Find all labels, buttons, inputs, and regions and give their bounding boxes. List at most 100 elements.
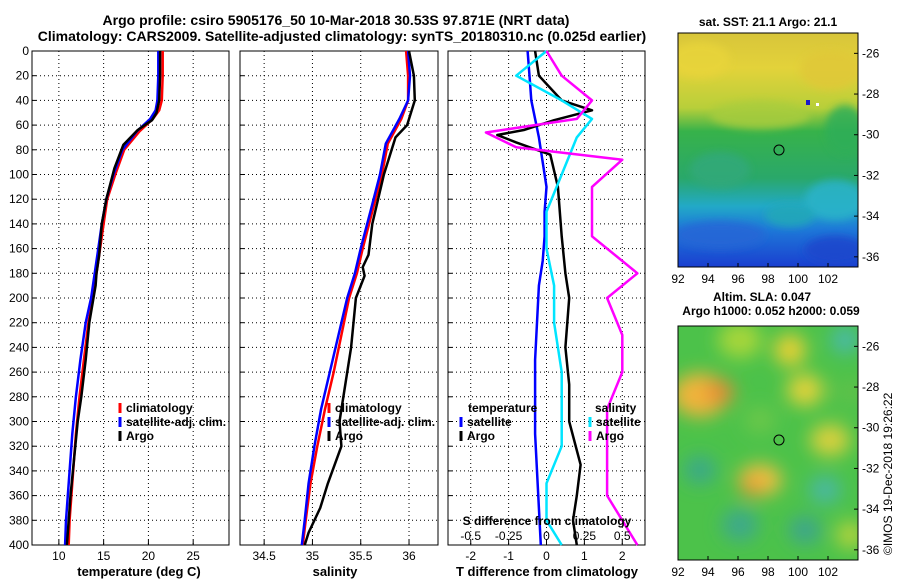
temperature-ytick-label: 180 [9,266,29,280]
temperature-legend-argo: Argo [126,429,154,443]
difference-legend-right-satellite: satellite [596,415,641,429]
difference-legend-left-argo: Argo [467,429,495,443]
sst-map-ytick-label: -28 [862,87,880,101]
temperature-ytick-label: 340 [9,464,29,478]
sst-map-xtick-label: 102 [818,272,838,286]
temperature-xlabel: temperature (deg C) [77,564,201,579]
temperature-ytick-label: 280 [9,390,29,404]
salinity-xtick-label: 34.5 [252,549,276,563]
temperature-ytick-label: 300 [9,415,29,429]
sla-map-xtick-label: 102 [818,565,838,579]
salinity-xlabel: salinity [313,564,359,579]
temperature-ytick-label: 60 [16,118,30,132]
difference-xtick2-label: -0.25 [495,529,523,543]
temperature-ytick-label: 140 [9,217,29,231]
sla-map-ytick-label: -30 [862,421,880,435]
temperature-ytick-label: 80 [16,143,30,157]
sst-map-ytick-label: -26 [862,46,880,60]
temperature-panel: 10 15 20 25 0 20 40 60 80 100 120 140 160 180 200 220 24… [9,44,230,579]
sla-map-ytick-label: -36 [862,543,880,557]
difference-series-salinity-satellite [514,50,594,546]
salinity-legend: climatology satellite-adj. clim. Argo [327,401,435,443]
difference-xtick-label: 0 [543,549,550,563]
temperature-ytick-label: 360 [9,489,29,503]
difference-legend-temperature-title: temperature [468,401,538,415]
sst-map-title: sat. SST: 21.1 Argo: 21.1 [699,15,838,29]
sla-map-ytick-label: -34 [862,502,880,516]
sst-map-xtick-label: 100 [788,272,808,286]
temperature-ytick-label: 200 [9,291,29,305]
temperature-xtick-label: 25 [187,549,201,563]
temperature-ytick-label: 40 [16,93,30,107]
difference-xtick2-label: 0.25 [573,529,597,543]
sla-map-title: Altim. SLA: 0.047 [713,290,811,304]
difference-legend: temperature salinity satellite Argo sate… [459,401,641,443]
temperature-ytick-label: 400 [9,538,29,552]
salinity-xtick-label: 36 [402,549,416,563]
sla-map-xtick-label: 94 [701,565,715,579]
temperature-ytick-label: 120 [9,192,29,206]
temperature-legend-satellite: satellite-adj. clim. [126,415,226,429]
difference-series-temperature-satellite [526,50,548,546]
difference-xtick-label: 2 [619,549,626,563]
salinity-legend-climatology: climatology [335,401,402,415]
credit-text: ©IMOS 19-Dec-2018 19:26:22 [881,392,895,555]
sst-argo-marker [773,144,785,156]
salinity-xtick-label: 35.5 [349,549,373,563]
difference-xtick-label: -2 [465,549,476,563]
difference-legend-salinity-title: salinity [595,401,637,415]
sst-map-ytick-label: -32 [862,168,880,182]
difference-series-salinity-argo [484,50,639,546]
sst-map-ytick-label: -30 [862,128,880,142]
salinity-series-argo [303,50,417,546]
sst-map-xtick-label: 92 [671,272,685,286]
sla-map-ytick-label: -26 [862,339,880,353]
sst-map-xtick-label: 96 [731,272,745,286]
sla-map-ytick-label: -32 [862,461,880,475]
salinity-legend-argo: Argo [335,429,363,443]
difference-legend-left-satellite: satellite [467,415,512,429]
difference-xtick-label: -1 [503,549,514,563]
difference-plot-area [447,50,646,546]
figure-title-line1: Argo profile: csiro 5905176_50 10-Mar-20… [103,12,570,28]
temperature-plot-area [31,50,230,546]
temperature-ytick-label: 220 [9,316,29,330]
salinity-legend-satellite: satellite-adj. clim. [335,415,435,429]
sla-map-xtick-label: 96 [731,565,745,579]
sla-map-xtick-label: 92 [671,565,685,579]
difference-xtick-label: 1 [581,549,588,563]
difference-series-temperature-argo [496,50,594,546]
difference-xlabel: T difference from climatology [456,564,639,579]
temperature-ytick-label: 0 [22,44,29,58]
temperature-ytick-label: 240 [9,340,29,354]
sla-map-subtitle: Argo h1000: 0.052 h2000: 0.059 [682,304,860,318]
temperature-ytick-label: 320 [9,439,29,453]
temperature-legend: climatology satellite-adj. clim. Argo [118,401,226,443]
temperature-ytick-label: 100 [9,168,29,182]
difference-xtick2-label: -0.5 [460,529,481,543]
figure-title-line2: Climatology: CARS2009. Satellite-adjuste… [38,28,646,44]
sst-map-ytick-label: -36 [862,250,880,264]
difference-xlabel2: S difference from climatology [463,514,632,528]
temperature-legend-climatology: climatology [126,401,193,415]
salinity-panel: 34.5 35 35.5 36 climatology satellite-adj. … [239,50,439,579]
sst-map-ytick-label: -34 [862,209,880,223]
temperature-series-argo [65,51,162,546]
difference-legend-right-argo: Argo [596,429,624,443]
sla-map-xtick-label: 100 [788,565,808,579]
sla-map-ytick-label: -28 [862,380,880,394]
temperature-series-satellite-adj-clim- [63,51,160,546]
salinity-xtick-label: 35 [306,549,320,563]
difference-xtick2-label: 0.5 [614,529,631,543]
difference-panel: -2 -1 0 1 2 -0.5 -0.25 0 0.25 0.5 temperature sal… [447,50,646,579]
temperature-xtick-label: 15 [97,549,111,563]
sla-map-xtick-label: 98 [761,565,775,579]
temperature-ytick-label: 20 [16,69,30,83]
sst-map-xtick-label: 98 [761,272,775,286]
sla-argo-marker [773,434,785,446]
sst-map-panel: sat. SST: 21.1 Argo: 21.1 92 94 96 98 100 102… [671,15,880,286]
temperature-ytick-label: 260 [9,365,29,379]
sla-map-panel: Altim. SLA: 0.047 Argo h1000: 0.052 h200… [671,290,879,579]
temperature-xtick-label: 20 [142,549,156,563]
